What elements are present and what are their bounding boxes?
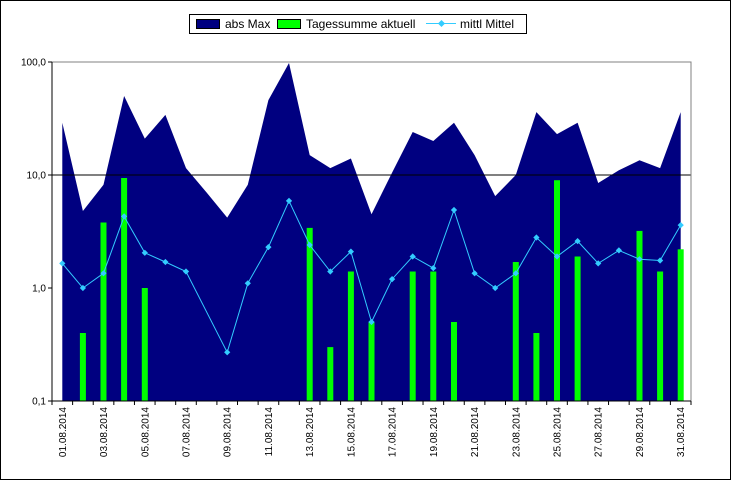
legend-label: abs Max [225,17,270,31]
legend-label: Tagessumme aktuell [306,17,415,31]
bar [513,262,519,401]
bar [369,322,375,401]
y-tick-label: 100,0 [21,58,46,69]
legend-label: mittl Mittel [460,17,514,31]
y-tick-label: 1,0 [32,284,46,295]
x-tick-label: 13.08.2014 [305,407,316,457]
x-tick-label: 09.08.2014 [223,407,234,457]
x-tick-label: 17.08.2014 [388,407,399,457]
bar [430,272,436,402]
y-tick-label: 10,0 [27,171,47,182]
bar [80,333,86,401]
bar [533,333,539,401]
legend-item-mittl-mittel: mittl Mittel [426,15,514,33]
x-tick-label: 25.08.2014 [553,407,564,457]
y-tick-label: 0,1 [32,397,46,408]
x-tick-label: 05.08.2014 [140,407,151,457]
x-tick-label: 07.08.2014 [182,407,193,457]
x-tick-label: 15.08.2014 [346,407,357,457]
legend: abs Max Tagessumme aktuell mittl Mittel [189,14,527,34]
bar [121,178,127,401]
x-tick-label: 29.08.2014 [635,407,646,457]
x-tick-label: 23.08.2014 [511,407,522,457]
chart-canvas: 0,1 1,0 10,0 100,0 01.08.2014 03.08.2014 05.08… [0,0,731,480]
bar [657,272,663,402]
legend-swatch-bar [277,19,301,29]
x-tick-label: 03.08.2014 [99,407,110,457]
legend-swatch-line [426,19,456,29]
x-tick-label: 11.08.2014 [264,407,275,457]
bar [101,223,107,402]
bar [678,249,684,401]
bar [307,228,313,401]
legend-item-tagessumme: Tagessumme aktuell [277,15,415,33]
bar [327,347,333,401]
bar [554,180,560,401]
x-tick-label: 31.08.2014 [676,407,687,457]
bar [142,288,148,401]
x-tick-label: 27.08.2014 [594,407,605,457]
bar [348,272,354,402]
legend-swatch-area [196,19,220,29]
legend-item-abs-max: abs Max [196,15,270,33]
x-tick-label: 19.08.2014 [429,407,440,457]
x-tick-label: 21.08.2014 [470,407,481,457]
bar [451,322,457,401]
x-tick-label: 01.08.2014 [58,407,69,457]
bar [575,257,581,402]
bar [410,272,416,402]
